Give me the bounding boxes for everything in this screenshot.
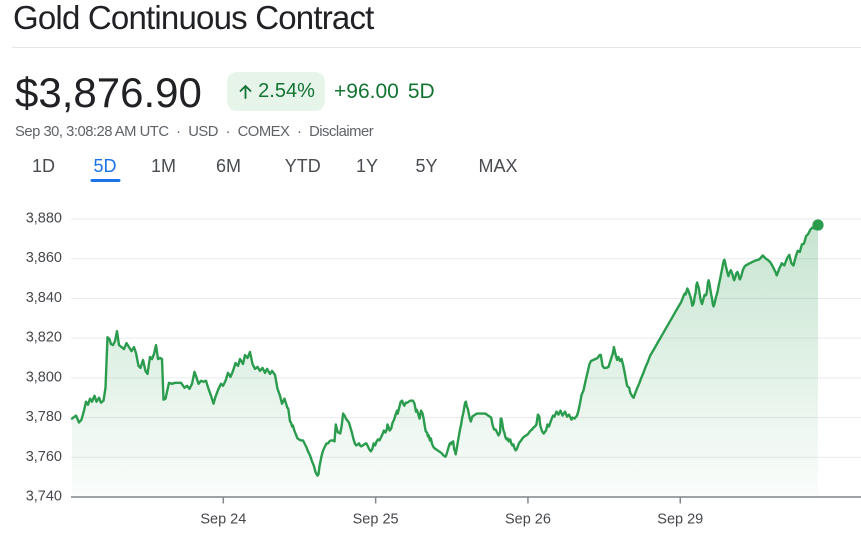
meta-separator: ·: [176, 124, 181, 140]
x-axis-label: Sep 29: [657, 512, 703, 528]
quote-meta: Sep 30, 3:08:28 AM UTC · USD · COMEX · D…: [15, 123, 374, 141]
y-axis-label: 3,880: [26, 211, 62, 227]
tab-1y[interactable]: 1Y: [356, 152, 378, 180]
x-axis-label: Sep 24: [200, 512, 246, 528]
arrow-up-icon: [239, 84, 252, 99]
meta-separator: ·: [297, 124, 302, 140]
price-chart[interactable]: 3,880 3,860 3,840 3,820 3,800 3,780 3,760 3,740…: [0, 190, 861, 549]
tab-1m[interactable]: 1M: [151, 152, 176, 180]
y-axis-label: 3,740: [26, 489, 62, 505]
change-absolute: +96.00 5D: [334, 72, 435, 111]
quote-currency: USD: [188, 124, 218, 140]
tab-ytd[interactable]: YTD: [285, 152, 321, 180]
x-axis-label: Sep 26: [505, 512, 551, 528]
time-range-tabs: 1D 5D 1M 6M YTD 1Y 5Y MAX: [0, 152, 861, 182]
page-title: Gold Continuous Contract: [13, 0, 374, 36]
tab-1d[interactable]: 1D: [32, 152, 55, 180]
change-period-label: 5D: [407, 79, 435, 103]
header-divider: [12, 47, 861, 48]
tab-max[interactable]: MAX: [478, 152, 517, 180]
current-price: $3,876.90: [15, 69, 202, 116]
y-axis-label: 3,860: [26, 250, 62, 266]
price-line: [70, 223, 820, 477]
tab-5d[interactable]: 5D: [93, 152, 116, 180]
y-axis-label: 3,820: [26, 330, 62, 346]
change-percent-badge: 2.54%: [227, 72, 325, 111]
quote-exchange: COMEX: [237, 124, 290, 140]
change-percent-value: 2.54%: [258, 80, 315, 102]
last-price-dot: [812, 219, 824, 231]
tab-6m[interactable]: 6M: [216, 152, 241, 180]
y-axis-label: 3,800: [26, 369, 62, 385]
y-axis-label: 3,780: [26, 409, 62, 425]
change-absolute-value: +96.00: [334, 79, 399, 103]
y-axis-label: 3,760: [26, 449, 62, 465]
price-area-fill: [72, 225, 818, 497]
y-axis-label: 3,840: [26, 290, 62, 306]
disclaimer-link[interactable]: Disclaimer: [309, 124, 374, 140]
x-axis-label: Sep 25: [353, 512, 399, 528]
quote-timestamp: Sep 30, 3:08:28 AM UTC: [15, 124, 169, 140]
meta-separator: ·: [225, 124, 231, 140]
tab-5y[interactable]: 5Y: [415, 152, 437, 180]
